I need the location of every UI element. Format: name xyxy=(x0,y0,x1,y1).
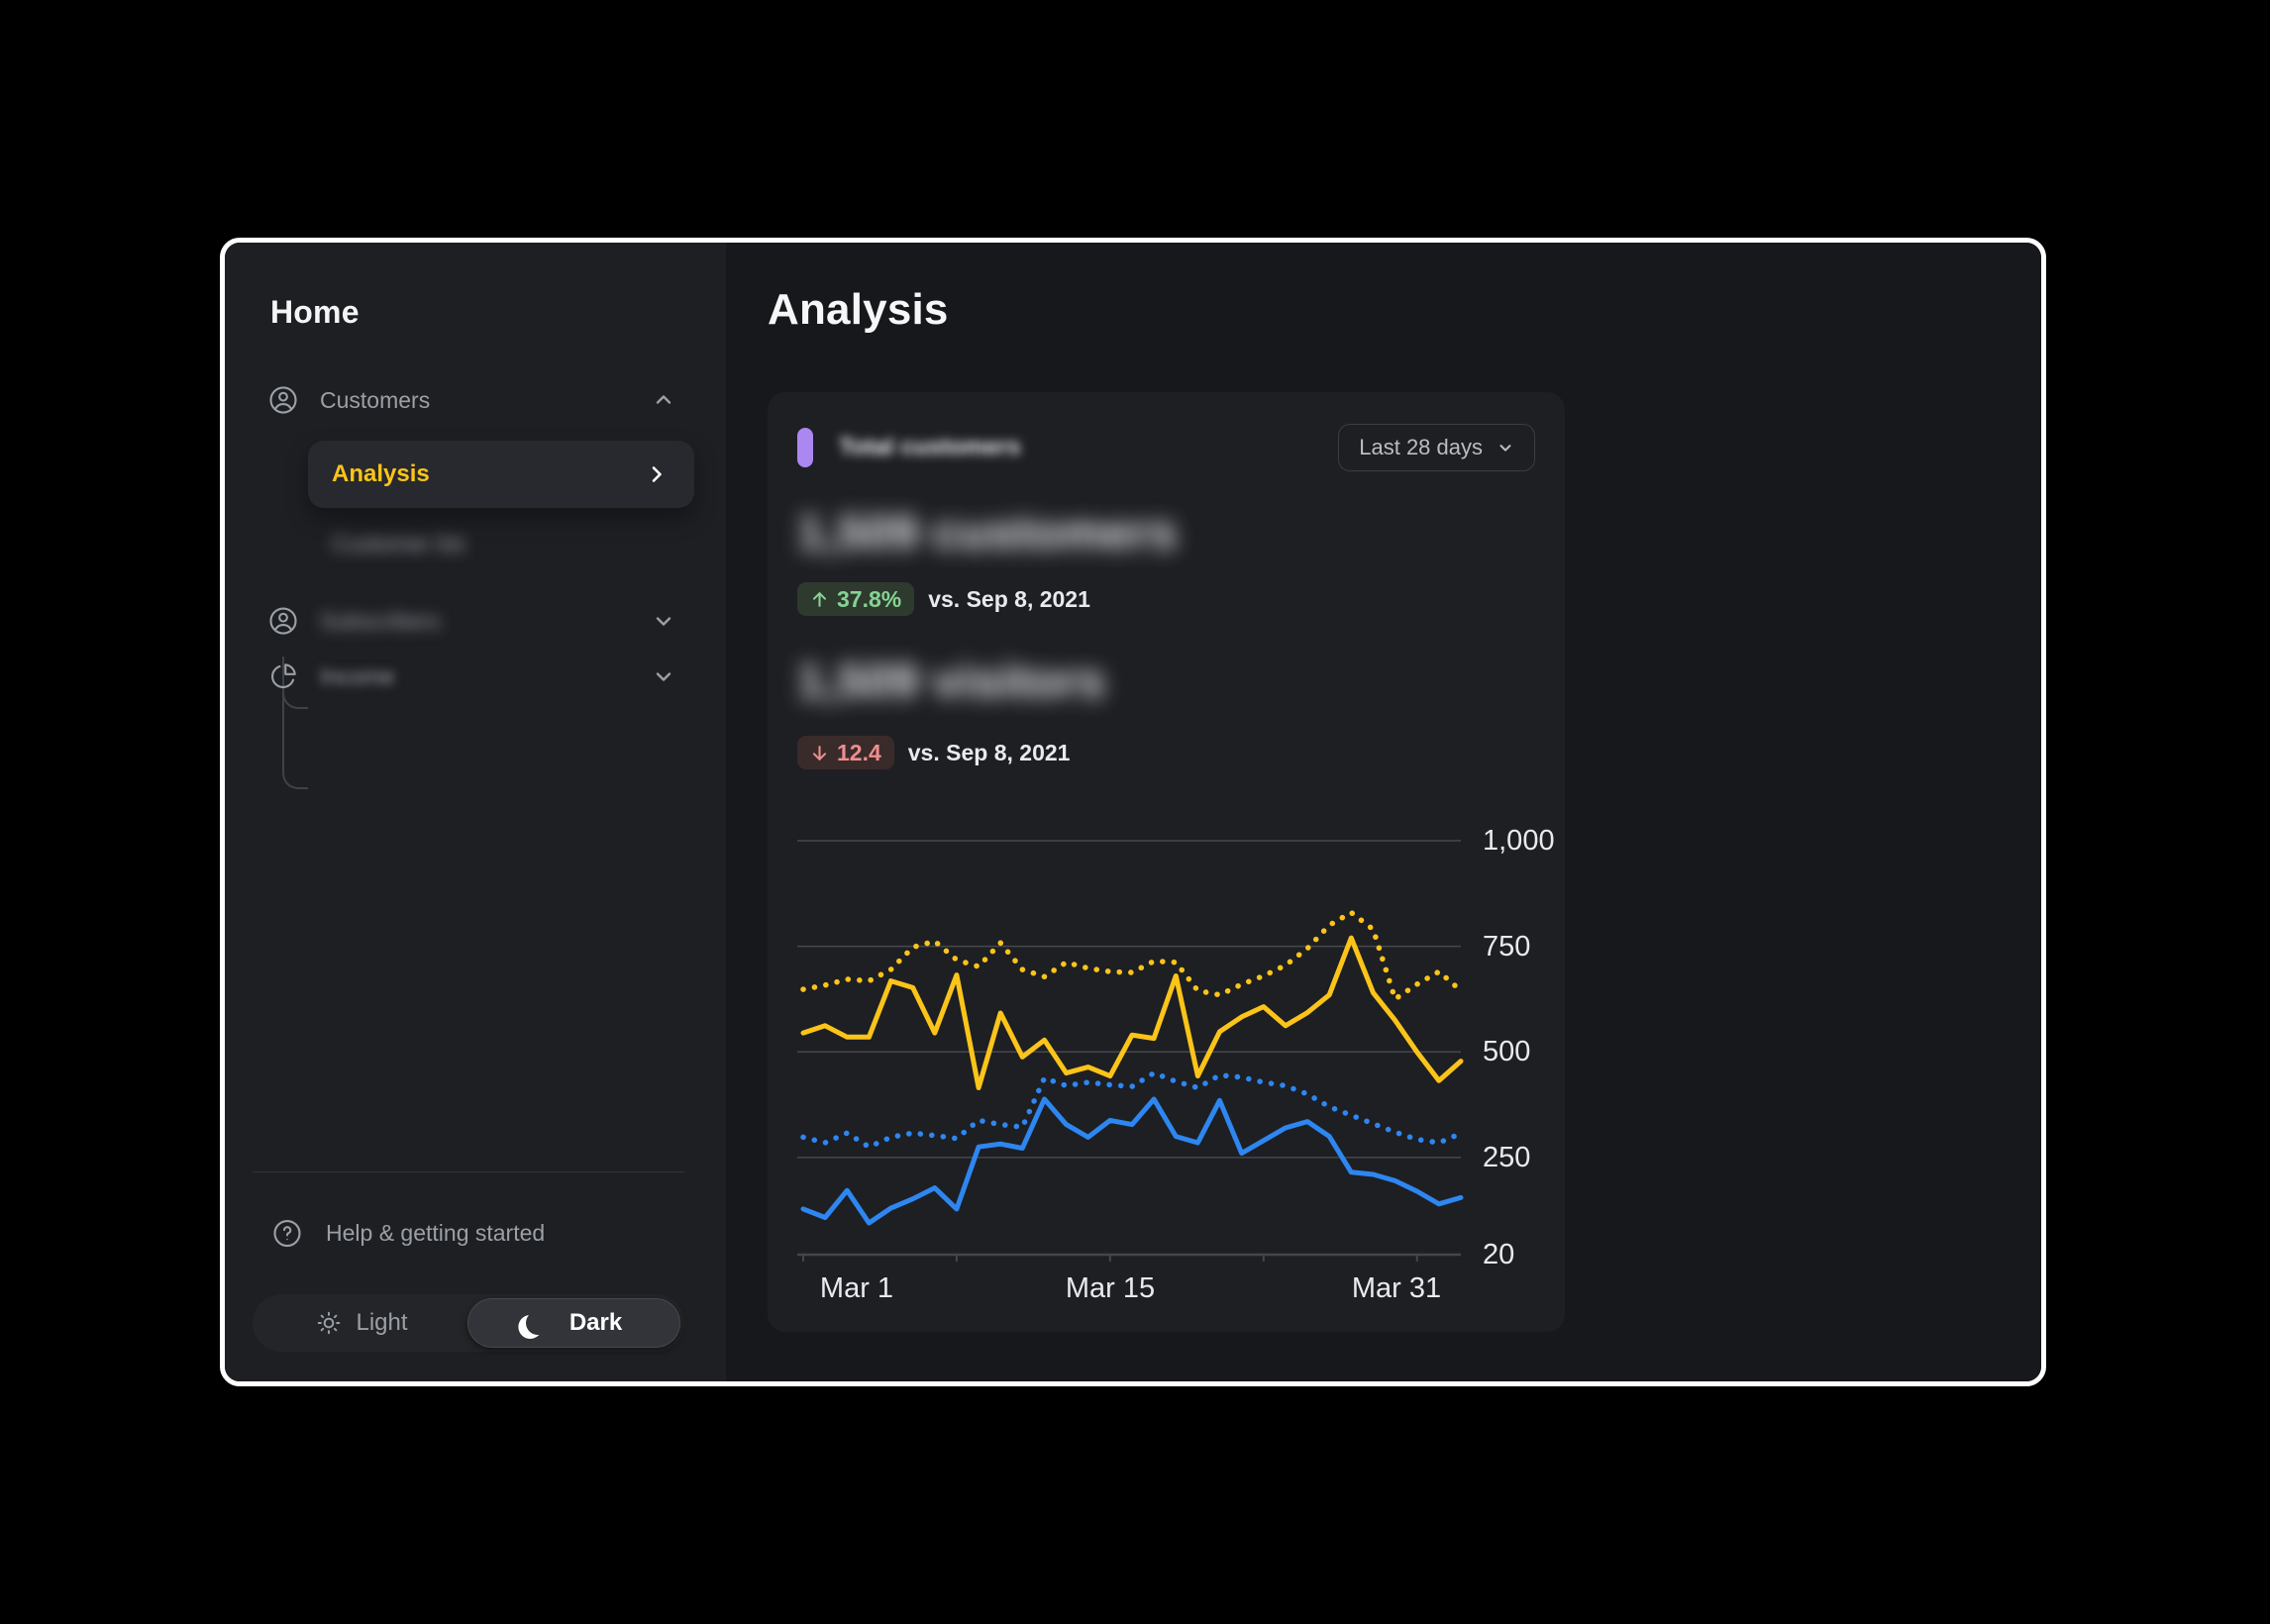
sidebar-subitem-label: Customer list xyxy=(332,530,465,557)
sidebar-item-label: Customers xyxy=(320,386,431,413)
sidebar-subitem-blurred[interactable]: Customer list xyxy=(332,516,675,571)
line-chart: 1,000 750 500 250 20 Mar 1 Mar 15 Mar 31 xyxy=(797,822,1555,1317)
sidebar-item-income[interactable]: Income xyxy=(268,649,675,704)
visitors-change-badge: 12.4 xyxy=(797,736,894,769)
visitors-metric-value: 1,509 visitors xyxy=(797,656,1106,708)
help-link[interactable]: Help & getting started xyxy=(253,1216,684,1250)
legend-color-pill xyxy=(797,428,813,467)
customers-comparison-label: vs. Sep 8, 2021 xyxy=(928,585,1090,612)
page-title: Analysis xyxy=(768,285,949,334)
chevron-down-icon xyxy=(1499,445,1511,452)
analysis-card: Total customers Last 28 days 1,509 custo… xyxy=(768,392,1565,1332)
user-circle-icon xyxy=(268,385,298,415)
theme-light-button[interactable]: Light xyxy=(257,1298,467,1348)
chevron-up-icon xyxy=(652,388,675,412)
sidebar-item-customers[interactable]: Customers xyxy=(268,384,675,416)
sun-icon xyxy=(316,1310,342,1336)
sidebar: Home Customers A xyxy=(225,243,726,1381)
sidebar-item-blurred[interactable]: Subscribers xyxy=(268,593,675,649)
theme-dark-label: Dark xyxy=(568,1309,623,1336)
chevron-down-icon xyxy=(652,664,675,688)
sidebar-divider xyxy=(253,1171,684,1172)
help-label: Help & getting started xyxy=(326,1219,546,1246)
analysis-chart-svg xyxy=(797,840,1464,1262)
visitors-comparison-label: vs. Sep 8, 2021 xyxy=(907,739,1071,765)
app-window: Home Customers A xyxy=(220,238,2046,1386)
date-range-dropdown[interactable]: Last 28 days xyxy=(1338,424,1535,471)
sidebar-item-label: Subscribers xyxy=(320,607,441,634)
chevron-down-icon xyxy=(652,609,675,633)
sidebar-title: Home xyxy=(270,294,360,330)
question-circle-icon xyxy=(272,1218,302,1248)
theme-dark-button[interactable]: Dark xyxy=(467,1298,680,1348)
sidebar-item-label: Income xyxy=(320,662,395,689)
sidebar-subitem-analysis[interactable]: Analysis xyxy=(308,441,694,508)
legend-label: Total customers xyxy=(839,434,1021,460)
chevron-right-icon xyxy=(645,462,669,486)
theme-toggle: Light Dark xyxy=(253,1294,684,1352)
arrow-up-icon xyxy=(812,591,827,607)
user-circle-icon xyxy=(268,606,298,636)
customers-metric-value: 1,509 customers xyxy=(797,507,1178,559)
pie-chart-icon xyxy=(268,661,298,691)
moon-icon xyxy=(526,1311,550,1335)
arrow-down-icon xyxy=(812,745,827,761)
date-range-label: Last 28 days xyxy=(1359,435,1483,459)
customers-change-badge: 37.8% xyxy=(797,582,915,616)
sidebar-subitem-label: Analysis xyxy=(332,460,430,487)
main-content: Analysis Total customers Last 28 days 1,… xyxy=(726,243,2041,1381)
theme-light-label: Light xyxy=(356,1309,408,1336)
